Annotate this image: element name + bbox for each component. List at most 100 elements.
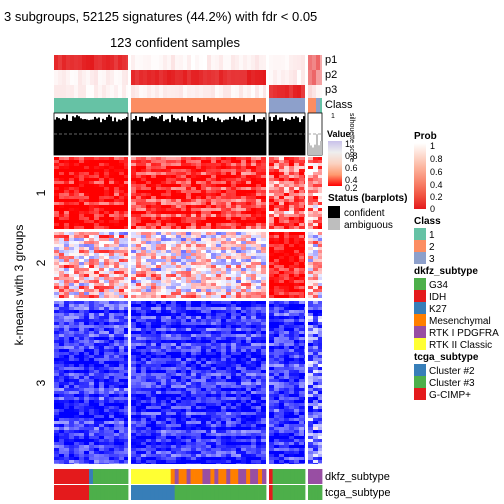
heatmap-cell (114, 205, 119, 208)
heatmap-cell (109, 295, 114, 298)
heatmap-cell (166, 328, 171, 331)
heatmap-cell (59, 403, 64, 406)
heatmap-cell (226, 442, 231, 445)
heatmap-cell (94, 280, 99, 283)
probability-cell (151, 55, 155, 70)
heatmap-cell (171, 379, 176, 382)
heatmap-cell (171, 448, 176, 451)
heatmap-cell (161, 364, 166, 367)
heatmap-cell (206, 352, 211, 355)
heatmap-cell (109, 448, 114, 451)
heatmap-cell (279, 214, 284, 217)
heatmap-cell (251, 256, 256, 259)
heatmap-cell (79, 328, 84, 331)
heatmap-cell (318, 262, 322, 265)
heatmap-cell (186, 268, 191, 271)
heatmap-cell (124, 445, 128, 448)
heatmap-cell (196, 385, 201, 388)
heatmap-cell (236, 169, 241, 172)
heatmap-cell (94, 184, 99, 187)
heatmap-cell (131, 442, 136, 445)
heatmap-cell (146, 292, 151, 295)
silhouette-bar (197, 117, 199, 155)
heatmap-cell (191, 373, 196, 376)
heatmap-cell (136, 187, 141, 190)
heatmap-cell (186, 409, 191, 412)
heatmap-cell (304, 160, 305, 163)
heatmap-cell (166, 253, 171, 256)
heatmap-cell (226, 433, 231, 436)
heatmap-cell (54, 304, 59, 307)
heatmap-cell (146, 286, 151, 289)
heatmap-cell (136, 340, 141, 343)
heatmap-cell (161, 454, 166, 457)
heatmap-cell (84, 271, 89, 274)
heatmap-cell (136, 367, 141, 370)
heatmap-cell (151, 172, 156, 175)
heatmap-cell (176, 226, 181, 229)
heatmap-cell (206, 196, 211, 199)
probability-cell (259, 55, 263, 70)
heatmap-cell (299, 259, 304, 262)
heatmap-cell (201, 364, 206, 367)
heatmap-cell (104, 439, 109, 442)
heatmap-cell (166, 277, 171, 280)
heatmap-cell (216, 418, 221, 421)
heatmap-cell (216, 232, 221, 235)
heatmap-cell (256, 409, 261, 412)
probability-cell (320, 55, 322, 70)
heatmap-cell (186, 211, 191, 214)
heatmap-cell (79, 373, 84, 376)
heatmap-cell (64, 211, 69, 214)
heatmap-cell (84, 349, 89, 352)
heatmap-cell (246, 274, 251, 277)
heatmap-cell (156, 397, 161, 400)
heatmap-cell (251, 250, 256, 253)
heatmap-cell (284, 163, 289, 166)
heatmap-cell (136, 451, 141, 454)
heatmap-cell (176, 193, 181, 196)
heatmap-cell (104, 427, 109, 430)
heatmap-cell (146, 352, 151, 355)
heatmap-cell (131, 226, 136, 229)
heatmap-cell (279, 286, 284, 289)
heatmap-cell (221, 316, 226, 319)
heatmap-cell (241, 208, 246, 211)
heatmap-cell (191, 172, 196, 175)
heatmap-cell (124, 304, 128, 307)
heatmap-cell (279, 295, 284, 298)
heatmap-cell (201, 259, 206, 262)
heatmap-cell (54, 355, 59, 358)
heatmap-cell (136, 370, 141, 373)
heatmap-cell (114, 328, 119, 331)
heatmap-cell (54, 412, 59, 415)
heatmap-cell (84, 184, 89, 187)
heatmap-cell (206, 325, 211, 328)
heatmap-cell (161, 184, 166, 187)
heatmap-cell (256, 424, 261, 427)
heatmap-cell (161, 160, 166, 163)
heatmap-cell (74, 439, 79, 442)
heatmap-cell (294, 244, 299, 247)
heatmap-cell (166, 451, 171, 454)
silhouette-bar (215, 120, 217, 155)
heatmap-cell (304, 268, 305, 271)
heatmap-cell (99, 283, 104, 286)
heatmap-cell (171, 346, 176, 349)
heatmap-cell (131, 346, 136, 349)
heatmap-cell (54, 202, 59, 205)
heatmap-cell (156, 166, 161, 169)
heatmap-cell (54, 169, 59, 172)
heatmap-cell (141, 193, 146, 196)
heatmap-cell (119, 397, 124, 400)
heatmap-cell (124, 199, 128, 202)
heatmap-cell (166, 313, 171, 316)
heatmap-cell (231, 169, 236, 172)
heatmap-cell (181, 400, 186, 403)
heatmap-cell (114, 181, 119, 184)
heatmap-cell (156, 436, 161, 439)
heatmap-cell (59, 253, 64, 256)
heatmap-cell (216, 388, 221, 391)
heatmap-cell (186, 370, 191, 373)
heatmap-cell (176, 178, 181, 181)
